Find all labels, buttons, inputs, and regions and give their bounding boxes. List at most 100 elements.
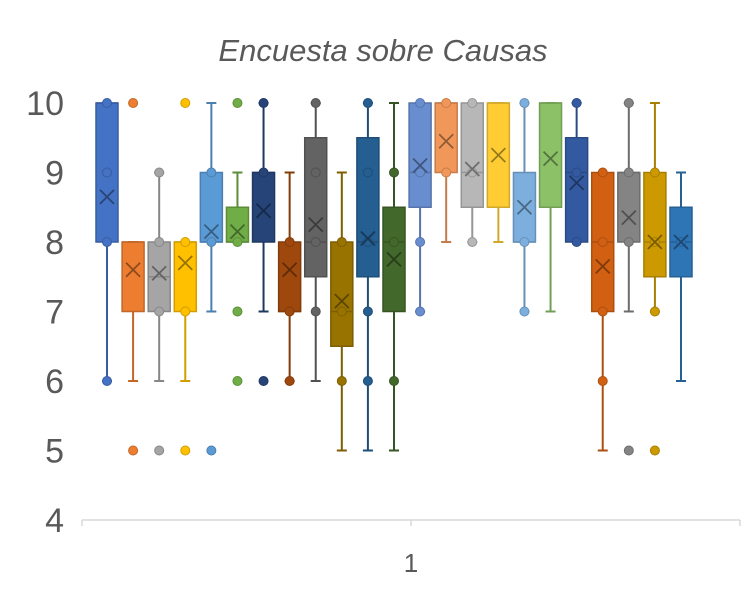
data-point xyxy=(128,445,139,456)
mean-marker xyxy=(412,157,428,174)
data-point xyxy=(519,237,530,247)
data-point xyxy=(649,167,660,178)
box xyxy=(564,137,589,243)
data-point xyxy=(597,167,608,178)
data-point xyxy=(571,98,582,108)
box-series xyxy=(382,102,406,452)
data-point xyxy=(180,306,191,317)
data-point xyxy=(415,167,426,178)
data-point xyxy=(232,306,243,317)
data-point xyxy=(180,445,191,456)
data-point xyxy=(284,376,295,386)
data-point xyxy=(258,376,269,386)
box xyxy=(434,102,458,174)
data-point xyxy=(441,98,452,108)
data-point xyxy=(154,445,165,456)
mean-marker xyxy=(438,133,454,149)
data-point xyxy=(362,306,373,317)
box-series xyxy=(225,98,250,386)
box-series xyxy=(251,98,276,386)
data-point xyxy=(597,306,608,317)
data-point xyxy=(232,237,243,247)
mean-marker xyxy=(490,147,507,163)
data-point xyxy=(154,306,165,317)
data-point xyxy=(571,167,582,178)
mean-marker xyxy=(568,175,585,191)
data-point xyxy=(310,237,321,247)
box-series xyxy=(408,98,432,317)
data-point xyxy=(102,376,112,386)
data-point xyxy=(362,167,373,178)
box-series xyxy=(460,98,485,247)
data-point xyxy=(310,98,321,108)
data-point xyxy=(102,237,112,247)
box-series xyxy=(147,167,171,456)
data-point xyxy=(258,167,269,178)
y-axis-tick-labels: 4 5 6 7 8 9 10 xyxy=(26,85,64,540)
data-point xyxy=(649,445,660,456)
mean-marker xyxy=(229,223,246,240)
mean-marker xyxy=(308,216,324,233)
data-point xyxy=(571,237,582,247)
data-point xyxy=(206,237,217,247)
box xyxy=(225,206,250,243)
box-series xyxy=(486,102,511,243)
y-tick-label: 4 xyxy=(45,502,64,540)
y-tick-label: 8 xyxy=(45,224,64,262)
data-point xyxy=(128,98,139,108)
box xyxy=(251,171,276,243)
mean-marker xyxy=(125,262,141,278)
box xyxy=(356,137,380,278)
data-point xyxy=(623,167,634,178)
box xyxy=(617,171,641,243)
y-tick-label: 5 xyxy=(45,433,64,471)
data-point xyxy=(389,376,399,386)
mean-marker xyxy=(203,223,220,240)
box-series xyxy=(590,167,615,452)
box-series-group xyxy=(95,98,693,456)
box-series xyxy=(277,171,302,386)
data-point xyxy=(597,376,608,386)
data-point xyxy=(415,98,426,108)
box xyxy=(121,241,145,313)
x-tick-label: 1 xyxy=(404,548,418,578)
box xyxy=(643,171,667,278)
data-point xyxy=(467,98,478,108)
data-point xyxy=(623,445,634,456)
y-tick-label: 6 xyxy=(45,363,64,401)
mean-marker xyxy=(281,262,298,278)
data-point xyxy=(415,237,426,247)
box xyxy=(277,241,302,313)
data-point xyxy=(362,98,373,108)
data-point xyxy=(649,306,660,317)
data-point xyxy=(623,237,634,247)
data-point xyxy=(597,237,608,247)
data-point xyxy=(336,237,347,247)
data-point xyxy=(310,306,321,317)
data-point xyxy=(154,237,165,247)
data-point xyxy=(336,306,347,317)
box-series xyxy=(330,171,354,452)
data-point xyxy=(180,237,191,247)
mean-marker xyxy=(255,203,272,219)
box xyxy=(303,137,328,278)
y-tick-label: 10 xyxy=(26,85,64,123)
data-point xyxy=(415,306,426,317)
box-series xyxy=(538,102,563,313)
data-point xyxy=(102,167,112,178)
box-series xyxy=(512,98,537,317)
mean-marker xyxy=(151,265,167,281)
box xyxy=(408,102,432,208)
x-axis-tick-marks xyxy=(81,520,741,526)
box-series xyxy=(95,98,119,386)
box-series xyxy=(199,102,224,456)
box xyxy=(173,241,198,313)
data-point xyxy=(519,306,530,317)
data-point xyxy=(389,237,399,247)
mean-marker xyxy=(334,293,350,309)
box-series xyxy=(356,98,380,452)
data-point xyxy=(284,237,295,247)
mean-marker xyxy=(360,230,376,247)
